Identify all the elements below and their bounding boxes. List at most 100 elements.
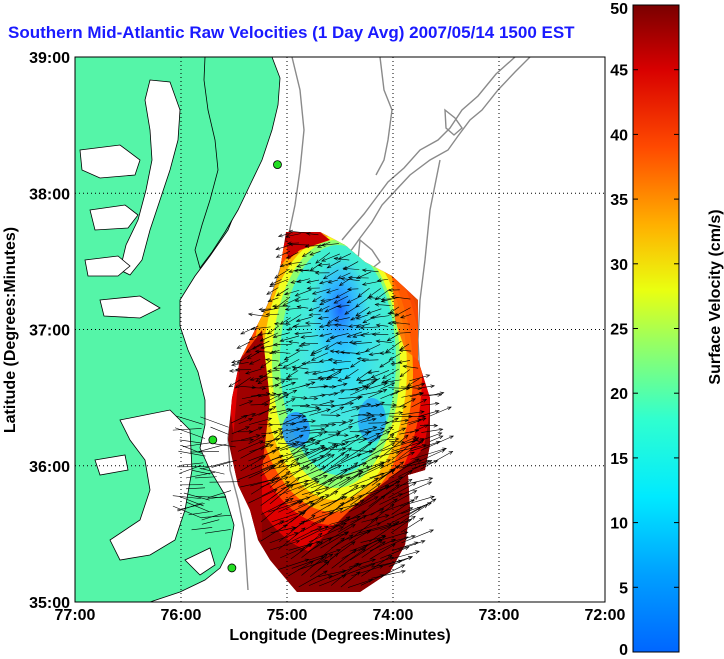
velocity-arrow-head [304, 479, 310, 484]
velocity-arrow [289, 230, 309, 234]
velocity-arrow-head [285, 234, 291, 238]
velocity-arrow-head [352, 341, 357, 346]
velocity-arrow-head [417, 386, 423, 391]
velocity-arrow-head [275, 254, 281, 258]
velocity-arrow [338, 396, 363, 399]
velocity-arrow [357, 287, 370, 298]
velocity-arrow [401, 481, 432, 495]
velocity-arrow-head [346, 333, 352, 338]
velocity-arrow [338, 253, 351, 260]
velocity-arrow [268, 394, 289, 405]
velocity-arrow [267, 436, 284, 443]
velocity-arrow [348, 416, 371, 426]
velocity-arrow [284, 351, 299, 361]
velocity-arrow-head [387, 311, 393, 316]
velocity-arrow-head [354, 503, 360, 507]
x-tick-label: 76:00 [161, 607, 202, 624]
velocity-arrow [308, 443, 337, 459]
velocity-arrow-head [306, 286, 312, 291]
velocity-arrow [287, 242, 300, 244]
velocity-arrow [228, 379, 241, 388]
velocity-arrow-head [414, 458, 420, 463]
velocity-arrow-head [333, 256, 339, 261]
velocity-arrow-head [383, 382, 388, 387]
velocity-arrow-head [315, 492, 321, 496]
velocity-arrow [294, 332, 312, 335]
velocity-vectors [172, 229, 454, 588]
velocity-arrow [381, 378, 391, 384]
velocity-arrow [318, 316, 329, 319]
velocity-arrow-head [331, 404, 336, 408]
velocity-arrow [351, 403, 371, 408]
velocity-arrow-head [348, 324, 353, 328]
velocity-arrow-head [275, 437, 281, 442]
velocity-arrow [408, 418, 426, 425]
velocity-arrow [320, 496, 347, 507]
velocity-arrow [278, 389, 297, 399]
velocity-arrow [269, 471, 291, 488]
velocity-arrow [179, 496, 204, 507]
velocity-arrow [360, 574, 384, 586]
velocity-arrow [279, 415, 302, 426]
x-tick-label: 74:00 [373, 607, 414, 624]
velocity-arrow-head [360, 484, 366, 489]
velocity-arrow [282, 296, 301, 306]
velocity-arrow-head [269, 350, 274, 355]
velocity-arrow-head [298, 268, 304, 273]
velocity-arrow-head [290, 280, 295, 284]
plot-frame [74, 56, 606, 603]
velocity-arrow-head [394, 417, 400, 422]
velocity-arrow-head [399, 461, 405, 466]
velocity-arrow [390, 386, 410, 396]
velocity-arrow [290, 437, 314, 453]
velocity-arrow-head [360, 333, 365, 337]
colorbar-tick-label: 35 [610, 192, 628, 209]
velocity-arrow [361, 541, 386, 558]
velocity-arrow [195, 476, 217, 479]
velocity-arrow [250, 377, 262, 381]
velocity-arrow-head [449, 435, 454, 440]
chart-title: Southern Mid-Atlantic Raw Velocities (1 … [8, 23, 575, 42]
velocity-arrow [334, 317, 350, 322]
velocity-arrow-head [392, 403, 398, 407]
velocity-arrow [391, 296, 411, 300]
velocity-arrow [379, 451, 415, 469]
velocity-arrow [296, 316, 312, 322]
velocity-arrow-head [288, 242, 294, 247]
velocity-arrow-head [370, 563, 376, 567]
velocity-arrow [341, 510, 366, 525]
velocity-arrow [400, 517, 424, 533]
velocity-arrow-head [342, 447, 347, 451]
velocity-arrow-head [350, 363, 355, 368]
velocity-arrow [271, 458, 299, 480]
velocity-arrow-head [355, 324, 361, 329]
velocity-arrow-head [275, 476, 281, 481]
velocity-arrow [380, 352, 392, 354]
velocity-arrow [299, 532, 323, 552]
velocity-arrow [271, 380, 285, 388]
velocity-arrow-head [344, 310, 349, 315]
velocity-arrow-head [339, 406, 345, 411]
velocity-arrow-head [350, 541, 356, 546]
velocity-arrow [356, 323, 370, 328]
velocity-arrow [306, 233, 319, 236]
velocity-arrow-head [337, 378, 343, 382]
velocity-arrow [299, 270, 319, 272]
velocity-arrow-head [305, 466, 311, 470]
velocity-arrow [337, 342, 349, 344]
velocity-arrow-head [320, 298, 325, 303]
velocity-arrow-head [338, 282, 344, 286]
velocity-arrow-head [361, 510, 367, 515]
velocity-arrow [310, 490, 338, 507]
velocity-arrow-head [325, 323, 330, 328]
velocity-arrow [356, 314, 369, 320]
velocity-arrow [280, 439, 316, 451]
velocity-arrow-head [412, 490, 418, 494]
velocity-arrow [349, 539, 383, 561]
velocity-arrow [409, 383, 425, 388]
velocity-arrow [269, 484, 294, 505]
velocity-arrow [186, 487, 205, 490]
velocity-arrow-head [333, 323, 339, 328]
velocity-arrow-head [355, 315, 361, 320]
velocity-arrow [186, 502, 211, 513]
